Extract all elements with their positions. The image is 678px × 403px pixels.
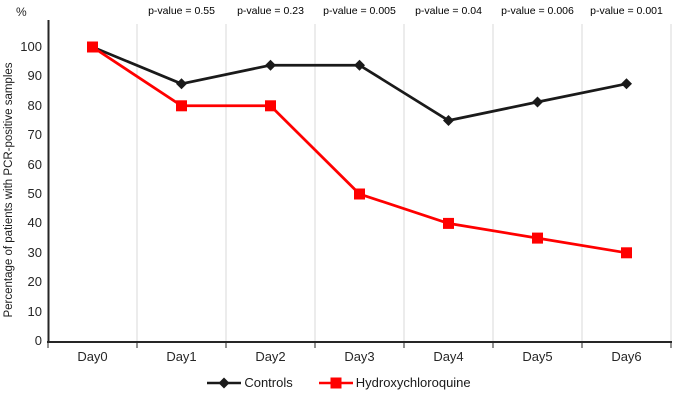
- legend-label: Controls: [244, 375, 293, 390]
- p-value-label: p-value = 0.55: [148, 5, 215, 17]
- marker-diamond: [621, 78, 632, 90]
- series-line-controls: [91, 45, 627, 122]
- y-axis-unit-label: %: [16, 5, 27, 19]
- x-tick-label: Day5: [522, 349, 553, 364]
- y-tick-label: 10: [27, 303, 42, 319]
- p-value-label: p-value = 0.23: [237, 5, 304, 17]
- x-tick-label: Day2: [255, 349, 286, 364]
- marker-diamond: [176, 78, 187, 90]
- y-tick-label: 20: [27, 274, 42, 290]
- y-tick-label: 80: [27, 97, 42, 113]
- legend-item-hydroxychloroquine: Hydroxychloroquine: [318, 375, 471, 390]
- x-tick-label: Day4: [433, 349, 464, 364]
- p-value-label: p-value = 0.001: [590, 5, 663, 17]
- legend: Controls Hydroxychloroquine: [0, 375, 678, 390]
- y-tick-label: 70: [27, 127, 42, 143]
- marker-square: [265, 100, 276, 112]
- x-tick-label: Day0: [77, 349, 108, 364]
- y-tick-label: 50: [27, 186, 42, 201]
- marker-square: [87, 41, 98, 53]
- p-value-label: p-value = 0.006: [501, 5, 574, 17]
- y-tick-label: 90: [27, 68, 42, 84]
- y-tick-label: 30: [27, 244, 42, 260]
- legend-label: Hydroxychloroquine: [355, 375, 471, 390]
- p-value-label: p-value = 0.04: [415, 5, 482, 17]
- x-tick-label: Day1: [166, 349, 197, 364]
- marker-square: [621, 247, 632, 259]
- legend-item-controls: Controls: [207, 375, 293, 390]
- marker-square: [176, 100, 187, 112]
- series-line-hydroxychloroquine: [91, 45, 627, 255]
- marker-diamond: [443, 115, 454, 126]
- legend-square-marker-icon: [318, 377, 353, 388]
- p-value-label: p-value = 0.005: [323, 5, 396, 17]
- x-tick-label: Day3: [344, 349, 375, 364]
- marker-square: [354, 188, 365, 200]
- y-tick-label: 60: [27, 156, 42, 172]
- y-tick-label: 0: [34, 333, 42, 348]
- legend-diamond-marker-icon: [207, 377, 242, 388]
- y-tick-label: 40: [27, 215, 42, 231]
- y-tick-label: 100: [20, 39, 42, 54]
- marker-square: [443, 217, 454, 229]
- marker-diamond: [532, 96, 543, 108]
- marker-diamond: [354, 59, 365, 71]
- x-tick-label: Day6: [611, 349, 642, 364]
- marker-square: [532, 232, 543, 244]
- marker-diamond: [265, 59, 276, 71]
